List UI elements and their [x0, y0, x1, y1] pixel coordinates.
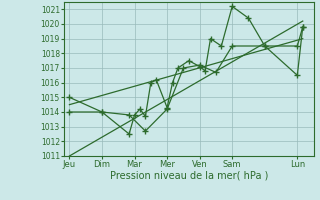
X-axis label: Pression niveau de la mer( hPa ): Pression niveau de la mer( hPa ) [110, 171, 268, 181]
